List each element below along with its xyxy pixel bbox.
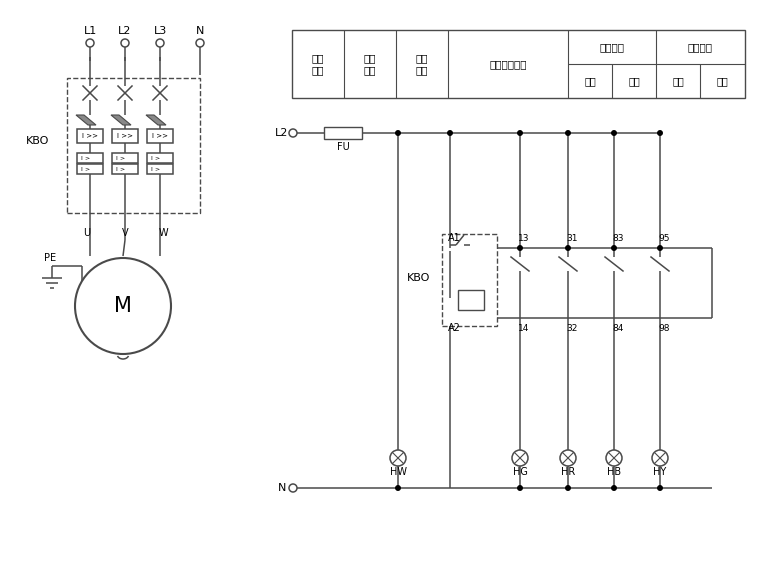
Text: 31: 31 [566, 233, 578, 242]
Circle shape [565, 246, 570, 250]
Text: KBO: KBO [407, 273, 430, 283]
Circle shape [196, 39, 204, 47]
Circle shape [612, 131, 616, 135]
Text: A2: A2 [448, 323, 461, 333]
Text: 电源
保护: 电源 保护 [364, 53, 376, 75]
Text: PE: PE [44, 253, 56, 263]
Text: 95: 95 [658, 233, 670, 242]
Circle shape [75, 258, 171, 354]
Text: I >>: I >> [152, 133, 168, 139]
Text: HG: HG [512, 467, 527, 477]
Circle shape [612, 246, 616, 250]
Text: 84: 84 [612, 323, 623, 332]
Text: 14: 14 [518, 323, 530, 332]
Bar [67, 78, 200, 213]
Circle shape [390, 450, 406, 466]
Bar [112, 164, 138, 174]
Text: 二次
电源: 二次 电源 [312, 53, 325, 75]
Text: 就地手动控制: 就地手动控制 [489, 59, 527, 69]
Text: W: W [158, 228, 168, 238]
Text: L3: L3 [154, 26, 166, 36]
Bar [442, 234, 497, 326]
Circle shape [396, 131, 401, 135]
Bar [112, 153, 138, 163]
Text: KBO: KBO [26, 135, 49, 145]
Text: 83: 83 [612, 233, 623, 242]
Text: I >: I > [151, 166, 160, 172]
Text: I >: I > [81, 166, 90, 172]
Bar [77, 164, 103, 174]
Text: A1: A1 [448, 233, 461, 243]
Circle shape [86, 39, 94, 47]
Text: 信号报警: 信号报警 [688, 42, 713, 52]
Circle shape [518, 486, 522, 490]
Text: V: V [122, 228, 128, 238]
Bar [77, 129, 103, 143]
Circle shape [121, 39, 129, 47]
Bar [147, 164, 173, 174]
Circle shape [518, 131, 522, 135]
Text: 等待: 等待 [672, 76, 684, 86]
Bar [458, 290, 484, 310]
Bar [147, 153, 173, 163]
Circle shape [156, 39, 164, 47]
Text: 运行: 运行 [584, 76, 596, 86]
Circle shape [565, 486, 570, 490]
Text: 98: 98 [658, 323, 670, 332]
Text: 故障: 故障 [716, 76, 728, 86]
Bar [77, 153, 103, 163]
Text: L1: L1 [84, 26, 97, 36]
Circle shape [518, 246, 522, 250]
Text: I >: I > [81, 155, 90, 161]
Text: FU: FU [337, 142, 350, 152]
Text: 电源
信号: 电源 信号 [416, 53, 428, 75]
Text: I >: I > [151, 155, 160, 161]
Text: M: M [114, 296, 132, 316]
Circle shape [658, 131, 662, 135]
Text: 辅助信号: 辅助信号 [600, 42, 625, 52]
Text: L2: L2 [119, 26, 131, 36]
Text: I >>: I >> [82, 133, 98, 139]
Circle shape [612, 486, 616, 490]
Circle shape [606, 450, 622, 466]
Circle shape [652, 450, 668, 466]
Text: I >: I > [116, 166, 125, 172]
Text: I >>: I >> [117, 133, 133, 139]
Bar [112, 129, 138, 143]
Text: L2: L2 [275, 128, 289, 138]
Circle shape [448, 131, 452, 135]
Circle shape [565, 131, 570, 135]
Circle shape [289, 484, 297, 492]
Text: N: N [278, 483, 287, 493]
Bar [324, 127, 362, 139]
Polygon shape [76, 115, 96, 125]
Text: I >: I > [116, 155, 125, 161]
Text: 13: 13 [518, 233, 530, 242]
Polygon shape [111, 115, 131, 125]
Text: 停止: 停止 [628, 76, 640, 86]
Text: HY: HY [654, 467, 667, 477]
Circle shape [658, 486, 662, 490]
Text: N: N [196, 26, 204, 36]
Circle shape [658, 246, 662, 250]
Polygon shape [146, 115, 166, 125]
Circle shape [560, 450, 576, 466]
Text: 32: 32 [566, 323, 578, 332]
Bar [292, 30, 745, 98]
Bar [147, 129, 173, 143]
Circle shape [396, 486, 401, 490]
Text: HW: HW [390, 467, 407, 477]
Circle shape [289, 129, 297, 137]
Text: HR: HR [561, 467, 575, 477]
Text: U: U [84, 228, 90, 238]
Circle shape [512, 450, 528, 466]
Text: HB: HB [607, 467, 621, 477]
